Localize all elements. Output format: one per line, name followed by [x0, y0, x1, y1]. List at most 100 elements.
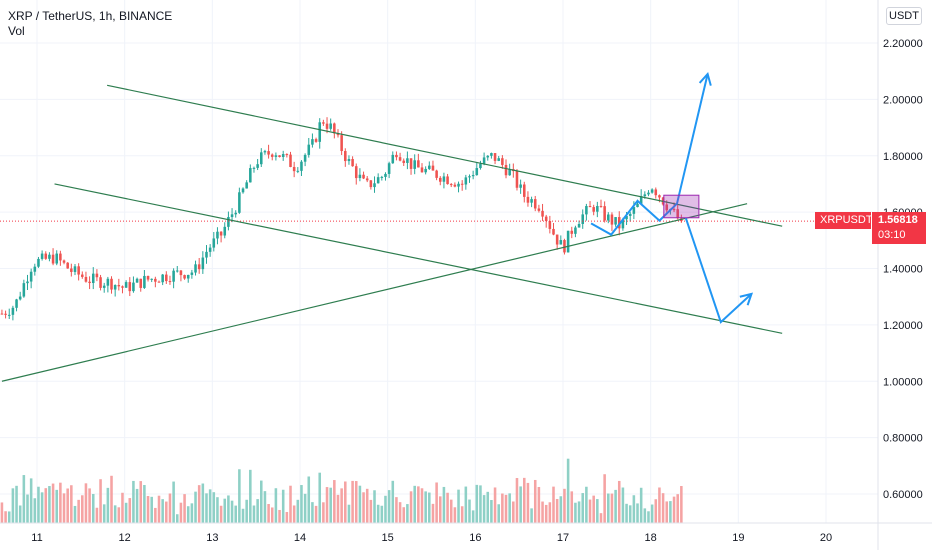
time-axis[interactable]: 11 12 13 14 15 16 17 18 19 20 [0, 522, 932, 544]
candle-body [420, 167, 424, 173]
candle-body [212, 238, 216, 248]
candle-body [336, 133, 340, 136]
candle-body [658, 195, 661, 198]
candle-body [362, 174, 365, 179]
candle-body [592, 207, 595, 212]
candle-body [468, 176, 471, 178]
candle-body [457, 183, 460, 187]
candle-body [453, 184, 457, 187]
candle-body [501, 158, 504, 165]
candle-body [70, 268, 73, 272]
volume-bar [471, 510, 475, 523]
price-tick-label: 1.00000 [883, 376, 923, 388]
candle-body [303, 154, 307, 162]
candle-body [654, 189, 658, 196]
volume-bar [33, 498, 37, 523]
volume-bar [552, 486, 555, 523]
volume-bar [263, 491, 267, 523]
volume-bar [669, 501, 672, 523]
candle-body [344, 151, 347, 162]
volume-bar [570, 491, 574, 523]
volume-bar [566, 458, 570, 523]
candle-body [143, 275, 146, 288]
candle-body [256, 164, 259, 168]
time-tick-label: 14 [294, 532, 306, 544]
volume-bar [0, 502, 4, 523]
volume-indicator-label[interactable]: Vol [8, 24, 25, 38]
volume-bar [406, 504, 409, 523]
candle-body [179, 270, 183, 276]
volume-bar [526, 482, 530, 523]
candle-body [603, 206, 606, 221]
volume-bar [267, 504, 270, 523]
volume-bar [172, 481, 175, 523]
volume-bar [486, 491, 490, 523]
volume-bar [654, 499, 658, 523]
volume-bar [260, 480, 263, 523]
volume-bar [369, 499, 373, 523]
volume-bar [292, 505, 296, 523]
candle-body [59, 253, 62, 261]
candle-body [95, 273, 99, 278]
volume-bar [110, 475, 113, 523]
candle-body [62, 260, 66, 263]
currency-button[interactable]: USDT [886, 7, 922, 25]
price-tick-label: 0.80000 [883, 433, 923, 445]
candle-body [300, 161, 303, 171]
volume-bar [614, 489, 617, 523]
candle-body [636, 203, 639, 208]
candle-body [311, 139, 314, 145]
candle-body [154, 278, 157, 282]
volume-bar [530, 508, 533, 523]
chart-legend: XRP / TetherUS, 1h, BINANCE Vol [8, 9, 172, 39]
candle-body [216, 231, 219, 239]
volume-bar [77, 499, 80, 523]
candle-body [559, 240, 563, 245]
time-tick-label: 20 [820, 532, 832, 544]
trendline [107, 84, 783, 227]
volume-bar [124, 502, 128, 523]
candle-body [387, 163, 391, 174]
volume-bar [380, 505, 384, 523]
candle-body [475, 168, 479, 176]
candle-body [128, 282, 132, 292]
volume-bar [665, 501, 669, 523]
volume-bar [344, 481, 347, 523]
candle-body [227, 217, 230, 227]
volume-bar [274, 488, 278, 523]
volume-bar [219, 505, 223, 523]
candle-body [292, 166, 296, 172]
volume-bar [81, 495, 84, 523]
volume-bar [289, 485, 292, 523]
volume-bar [113, 505, 117, 523]
volume-bar [497, 504, 500, 523]
volume-bar [596, 499, 599, 523]
volume-bar [409, 491, 413, 523]
candle-body [672, 209, 676, 211]
volume-bar [351, 480, 354, 523]
volume-bar [190, 503, 194, 523]
volume-bar [384, 495, 387, 523]
candle-body [435, 170, 438, 178]
candle-body [113, 284, 117, 290]
price-axis[interactable]: 2.200002.000001.800001.600001.400001.200… [877, 0, 923, 550]
volume-bar [442, 486, 446, 523]
candle-body [585, 206, 588, 215]
volume-bar [398, 502, 402, 523]
candle-body [555, 234, 559, 245]
time-tick-label: 18 [645, 532, 657, 544]
candle-body [526, 196, 530, 203]
volume-bar [603, 474, 606, 523]
volume-bar [647, 511, 650, 523]
volume-bar [512, 501, 515, 523]
volume-bar [208, 489, 212, 523]
volume-bar [533, 479, 537, 523]
candle-body [376, 177, 380, 184]
volume-bar [245, 499, 248, 523]
candle-body [267, 151, 270, 155]
candle-body [274, 155, 278, 157]
volume-bar [577, 501, 581, 523]
volume-bar [186, 506, 190, 523]
candle-body [33, 266, 37, 272]
